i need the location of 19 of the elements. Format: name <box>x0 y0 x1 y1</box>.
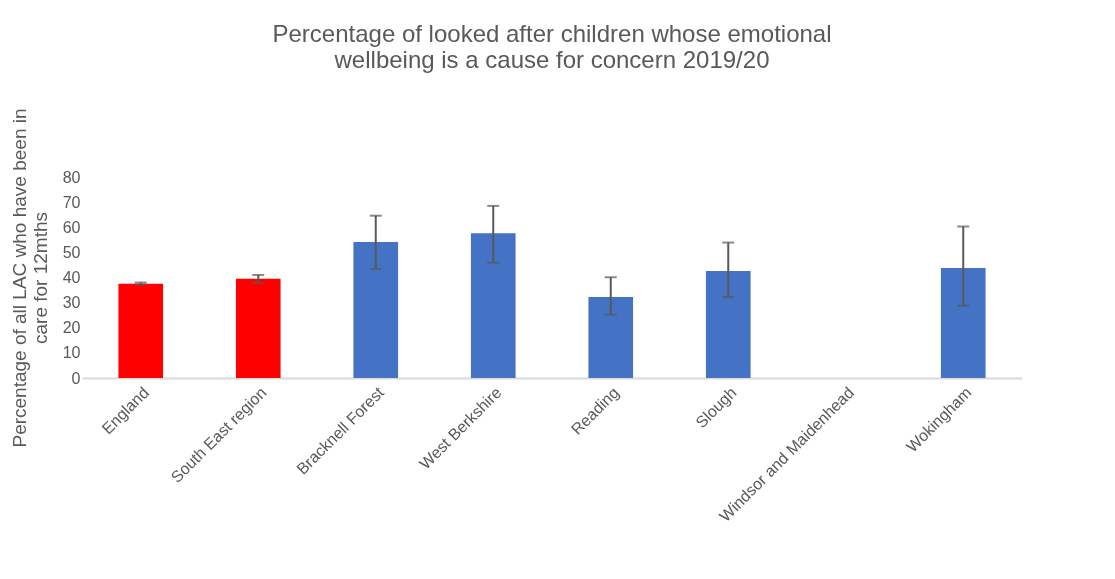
bar <box>705 270 751 378</box>
bar <box>940 267 986 378</box>
y-tick-label: 0 <box>71 369 81 387</box>
bar <box>588 297 634 378</box>
bar <box>353 242 399 378</box>
text: Percentage of looked after children whose emotional <box>272 19 832 47</box>
bar <box>118 283 164 378</box>
y-tick-label: 10 <box>62 344 81 362</box>
y-tick-label: 70 <box>62 193 81 211</box>
y-tick-label: 40 <box>62 269 81 286</box>
y-tick-label: 60 <box>62 218 81 236</box>
text: Percentage of all LAC who have been in <box>8 108 30 448</box>
bar <box>470 233 516 378</box>
y-tick-label: 20 <box>62 319 81 337</box>
bar <box>235 278 281 378</box>
y-tick-label: 80 <box>62 168 81 186</box>
y-tick-label: 30 <box>62 294 81 312</box>
y-tick-label: 50 <box>62 243 81 261</box>
text: care for 12mths <box>29 212 51 344</box>
